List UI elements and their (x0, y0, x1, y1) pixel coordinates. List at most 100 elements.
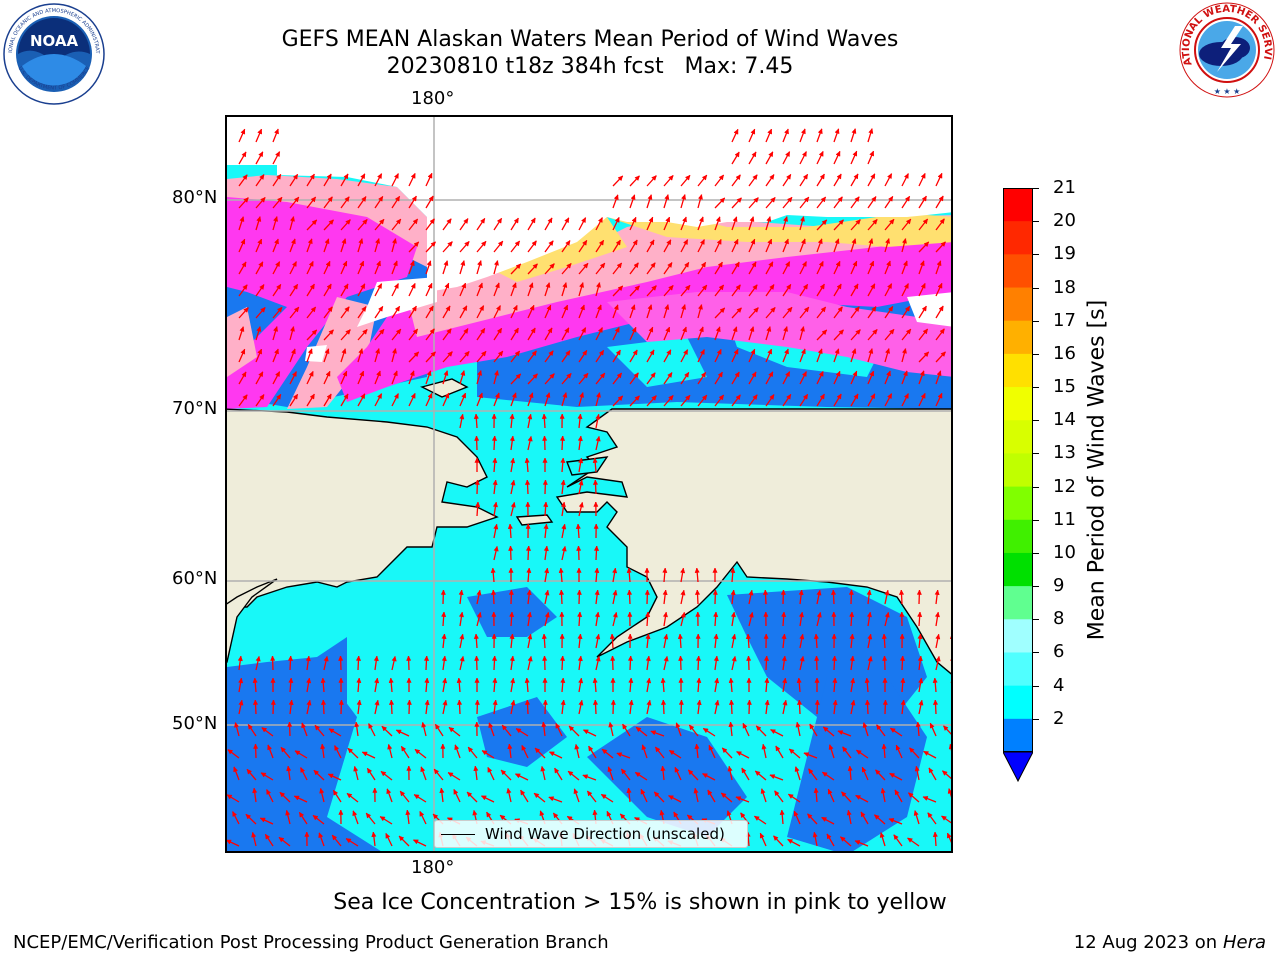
wind-wave-arrow-head (835, 260, 841, 267)
wind-wave-arrow-head (287, 721, 293, 727)
wind-wave-arrow-head (801, 370, 807, 377)
legend-line-sample (441, 833, 475, 835)
wind-wave-arrow-head (529, 304, 535, 311)
wind-wave-arrow-head (477, 369, 483, 376)
wind-wave-arrow-head (338, 655, 344, 661)
wind-wave-arrow-head (916, 589, 922, 595)
wind-wave-arrow-head (854, 840, 861, 845)
wind-wave-arrow-head (932, 699, 939, 705)
wind-wave-arrow-head (606, 810, 612, 817)
wind-wave-arrow-head (852, 370, 858, 377)
wind-wave-arrow-head (820, 196, 826, 203)
wind-wave-arrow-head (621, 768, 627, 775)
wind-wave-arrow-head (592, 457, 598, 463)
wind-wave-arrow-head (491, 655, 498, 661)
wind-wave-arrow-head (479, 305, 484, 312)
wind-wave-arrow-head (746, 699, 752, 705)
wind-wave-arrow-head (464, 350, 470, 357)
wind-wave-arrow-head (413, 794, 420, 800)
wind-wave-arrow-head (548, 240, 554, 247)
wind-wave-arrow-head (909, 747, 915, 753)
wind-wave-arrow-head (770, 306, 776, 313)
wind-wave-arrow-head (338, 809, 344, 815)
wind-wave-arrow-head (887, 173, 892, 180)
wind-wave-arrow-head (559, 435, 566, 441)
wind-wave-arrow-head (648, 326, 654, 333)
lat-tick-80: 80°N (172, 187, 218, 208)
colorbar-tick-label: 16 (1053, 342, 1076, 364)
wind-wave-arrow-head (763, 633, 769, 639)
wind-wave-arrow-head (490, 589, 497, 595)
wind-wave-arrow-head (634, 772, 641, 778)
wind-wave-arrow-head (509, 413, 515, 420)
wind-wave-arrow-head (247, 723, 253, 730)
wind-wave-arrow-head (610, 699, 616, 705)
wind-wave-arrow-head (794, 766, 800, 772)
wind-wave-arrow-head (398, 835, 405, 842)
wind-wave-arrow-head (410, 172, 416, 179)
wind-wave-arrow-head (712, 567, 718, 573)
wind-wave-arrow-head (712, 589, 718, 595)
wind-wave-arrow-head (860, 811, 866, 818)
wind-wave-arrow-head (846, 809, 852, 816)
wind-wave-arrow-head (509, 435, 515, 442)
wind-wave-arrow-head (430, 241, 436, 247)
wind-wave-arrow-head (577, 611, 583, 617)
wind-wave-arrow-head (328, 219, 334, 225)
colorbar-tick-label: 10 (1053, 541, 1076, 563)
wind-wave-arrow-head (528, 282, 534, 289)
wind-wave-arrow-head (898, 589, 905, 595)
wind-wave-arrow-head (922, 328, 928, 335)
wind-wave-arrow-head (474, 457, 480, 463)
sea-ice-caption: Sea Ice Concentration > 15% is shown in … (333, 890, 947, 915)
wind-wave-arrow-head (800, 128, 806, 135)
wind-wave-arrow-head (782, 677, 788, 684)
wind-wave-arrow-head (907, 792, 914, 798)
wind-wave-arrow-head (681, 193, 687, 200)
wind-wave-arrow-head (564, 327, 570, 334)
wind-wave-arrow-head (258, 151, 264, 158)
wind-wave-arrow-head (849, 633, 855, 640)
wind-wave-arrow-head (662, 567, 668, 573)
wind-wave-arrow-head (582, 372, 589, 379)
wind-wave-arrow-head (320, 699, 327, 705)
colorbar-tick-mark (1033, 652, 1039, 654)
wind-wave-arrow-head (577, 435, 583, 442)
wind-wave-arrow-head (684, 284, 691, 291)
wind-wave-arrow-head (292, 393, 298, 400)
wind-wave-arrow-head (713, 655, 719, 662)
wind-wave-arrow-head (380, 771, 387, 777)
wind-wave-arrow-head (526, 589, 532, 596)
wind-wave-arrow-head (405, 809, 411, 816)
wind-wave-arrow-head (828, 744, 834, 750)
wind-wave-arrow-head (697, 303, 703, 310)
wind-wave-arrow-head (796, 677, 802, 683)
wind-wave-arrow-head (474, 655, 480, 661)
wind-wave-arrow-head (285, 809, 291, 816)
wind-wave-arrow-head (274, 238, 279, 245)
wind-wave-arrow-head (921, 195, 927, 202)
wind-wave-arrow-head (694, 567, 700, 573)
wind-wave-arrow-head (616, 372, 622, 379)
wind-wave-arrow-head (558, 589, 565, 595)
wind-wave-arrow-head (525, 523, 531, 529)
wind-wave-arrow-head (509, 655, 515, 662)
wind-wave-arrow-head (914, 765, 920, 772)
wind-wave-arrow-head (645, 655, 651, 662)
wind-wave-arrow-head (527, 413, 533, 420)
wind-wave-arrow-head (665, 326, 670, 333)
wind-wave-arrow-head (508, 545, 514, 551)
wind-wave-arrow-head (599, 372, 606, 379)
wind-wave-arrow-head (559, 633, 565, 639)
wind-wave-arrow-head (227, 749, 234, 755)
wind-wave-arrow-head (662, 611, 668, 618)
wind-wave-arrow-head (375, 347, 381, 354)
wind-wave-arrow-head (478, 392, 483, 399)
wind-wave-arrow-head (359, 370, 364, 377)
wind-wave-arrow-head (276, 173, 282, 180)
wind-wave-arrow-head (494, 392, 500, 399)
wind-wave-arrow-head (940, 241, 946, 247)
footer-right: 12 Aug 2023 on Hera (1074, 932, 1266, 953)
wind-wave-arrow-head (256, 326, 262, 332)
wind-wave-arrow-head (582, 349, 588, 356)
